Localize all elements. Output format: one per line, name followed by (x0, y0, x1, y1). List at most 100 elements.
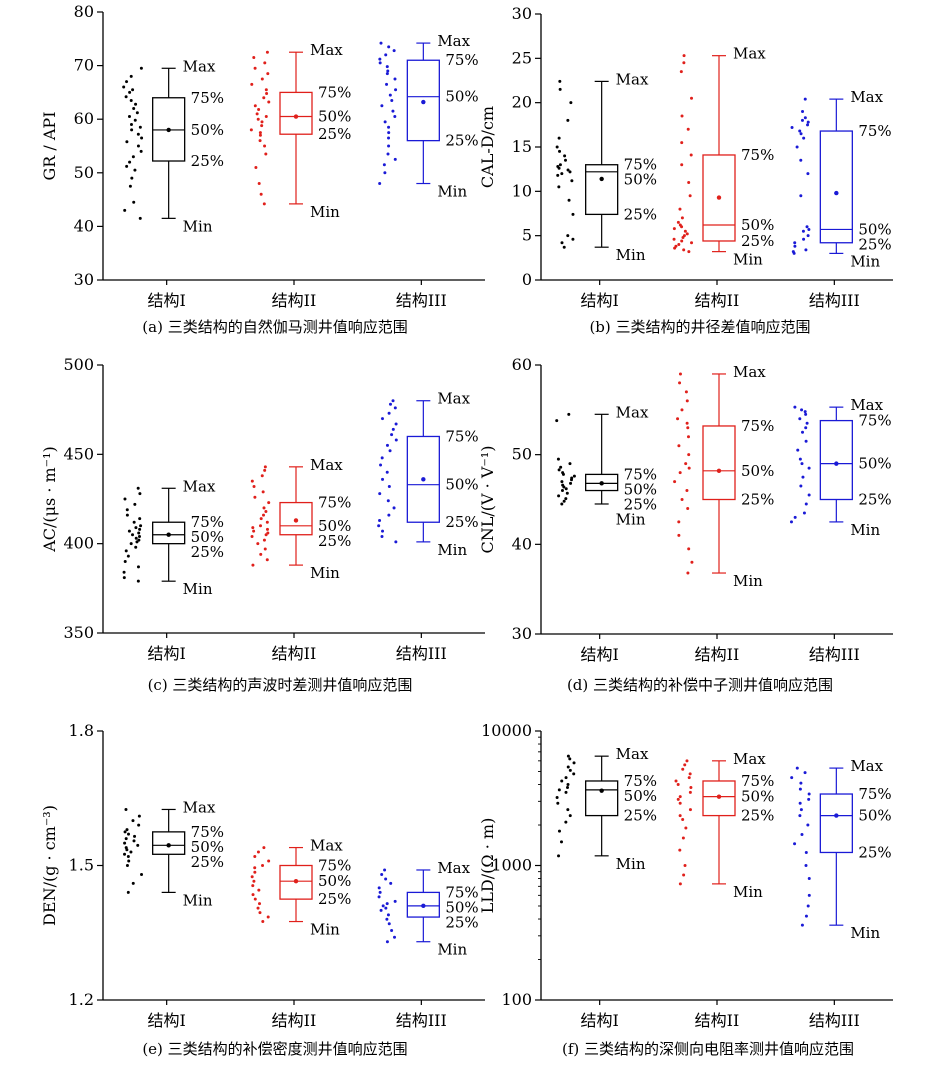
quantile-label-d-2-q1: 25% (858, 491, 891, 509)
y-tick-label-a-0: 30 (74, 270, 94, 289)
data-point-e-2-4 (385, 917, 389, 921)
quantile-label-a-0-q1: 25% (191, 152, 224, 170)
y-axis-label-f: LLD/(Ω · m) (478, 818, 497, 914)
x-tick-label-b-0: 结构I (581, 291, 619, 310)
data-point-f-2-7 (793, 842, 797, 846)
data-point-e-2-12 (378, 890, 382, 894)
data-point-b-2-14 (802, 136, 806, 140)
data-point-a-0-27 (125, 80, 129, 84)
data-point-e-0-5 (126, 855, 130, 859)
box-b-1 (702, 154, 736, 242)
data-point-d-2-1 (793, 515, 797, 519)
data-point-b-1-18 (688, 194, 692, 198)
data-point-d-1-17 (676, 417, 680, 421)
quantile-label-e-0-q3: 75% (191, 823, 224, 841)
data-point-b-0-22 (558, 87, 562, 91)
data-point-c-0-16 (138, 527, 142, 531)
data-point-b-2-5 (802, 237, 806, 241)
data-point-f-1-19 (683, 763, 687, 767)
data-point-d-2-11 (804, 439, 808, 443)
data-point-a-1-6 (258, 139, 262, 143)
data-point-b-0-1 (560, 241, 564, 245)
data-point-c-2-20 (380, 417, 384, 421)
data-point-e-0-19 (131, 819, 135, 823)
x-tick-label-e-0: 结构I (148, 1011, 186, 1030)
quantile-label-d-1-max: Max (733, 363, 766, 381)
data-point-f-2-15 (798, 787, 802, 791)
quantile-label-c-0-min: Min (183, 580, 213, 598)
x-tick-label-f-2: 结构III (809, 1011, 860, 1030)
data-point-d-0-21 (567, 412, 571, 416)
data-point-c-0-20 (138, 517, 142, 521)
quantile-label-c-1-q3: 75% (318, 494, 351, 512)
data-point-b-1-25 (690, 96, 694, 100)
data-point-d-1-14 (686, 435, 690, 439)
panel-caption-e: (e) 三类结构的补偿密度测井值响应范围 (142, 1040, 407, 1058)
data-point-d-1-5 (686, 506, 690, 510)
mean-marker-f-0 (599, 788, 604, 793)
x-tick-label-c-1: 结构II (272, 644, 317, 663)
y-tick-label-c-1: 400 (63, 534, 94, 553)
data-point-b-0-23 (558, 79, 562, 83)
data-point-a-2-25 (387, 45, 391, 49)
data-point-e-0-10 (136, 843, 140, 847)
mean-marker-b-2 (834, 190, 839, 196)
quantile-label-e-1-q3: 75% (318, 857, 351, 875)
data-point-b-1-11 (683, 229, 687, 233)
data-point-f-0-18 (568, 757, 572, 761)
data-point-a-2-26 (379, 41, 383, 45)
quantile-label-f-1-max: Max (733, 750, 766, 768)
data-point-d-2-17 (803, 410, 807, 414)
box-c-2 (406, 435, 440, 523)
y-tick-label-b-4: 20 (512, 93, 532, 112)
data-point-b-1-27 (682, 61, 686, 65)
data-point-c-2-0 (394, 540, 398, 544)
data-point-d-0-16 (557, 468, 561, 472)
data-point-b-2-9 (805, 225, 809, 229)
data-point-d-2-0 (789, 520, 793, 524)
data-point-d-1-20 (684, 390, 688, 394)
data-point-d-0-12 (570, 476, 574, 480)
data-point-f-0-4 (568, 814, 572, 818)
data-point-e-0-0 (126, 890, 130, 894)
quantile-label-c-0-q1: 25% (191, 543, 224, 561)
data-point-e-1-5 (253, 897, 257, 901)
data-point-e-0-7 (129, 850, 133, 854)
data-point-d-2-7 (807, 466, 811, 470)
data-point-f-0-1 (559, 840, 563, 844)
box-a-1 (279, 91, 313, 135)
data-point-d-2-6 (801, 475, 805, 479)
data-point-b-2-20 (800, 118, 804, 122)
data-point-b-1-14 (678, 223, 682, 227)
y-tick-label-d-0: 30 (512, 624, 532, 643)
data-point-b-1-7 (672, 237, 676, 241)
quantile-label-d-0-min: Min (616, 510, 646, 528)
data-point-f-2-3 (807, 893, 811, 897)
data-point-c-1-25 (263, 465, 267, 469)
quantile-label-f-0-min: Min (616, 855, 646, 873)
quantile-label-e-1-min: Min (310, 921, 340, 939)
data-point-a-0-5 (133, 168, 137, 172)
box-b-2 (819, 130, 853, 244)
quantile-label-a-1-max: Max (310, 41, 343, 59)
y-tick-label-a-1: 40 (74, 216, 94, 235)
data-point-f-2-17 (790, 776, 794, 780)
data-point-f-1-1 (682, 873, 686, 877)
data-point-e-2-0 (385, 940, 389, 944)
data-point-b-2-19 (806, 120, 810, 124)
data-point-a-0-9 (139, 149, 143, 153)
data-point-d-0-18 (568, 462, 572, 466)
data-point-a-2-14 (388, 93, 392, 97)
quantile-label-b-2-min: Min (850, 252, 880, 270)
data-point-a-1-8 (258, 131, 262, 135)
data-point-b-1-15 (676, 220, 680, 224)
quantile-label-e-0-max: Max (183, 798, 216, 816)
x-tick-label-e-2: 结构III (396, 1011, 447, 1030)
data-point-e-1-7 (257, 888, 261, 892)
data-point-b-2-4 (793, 241, 797, 245)
quantile-label-a-0-max: Max (183, 57, 216, 75)
data-point-a-0-2 (132, 200, 136, 204)
data-point-d-1-19 (685, 399, 689, 403)
data-point-b-0-18 (555, 145, 559, 149)
box-f-2 (819, 793, 853, 854)
